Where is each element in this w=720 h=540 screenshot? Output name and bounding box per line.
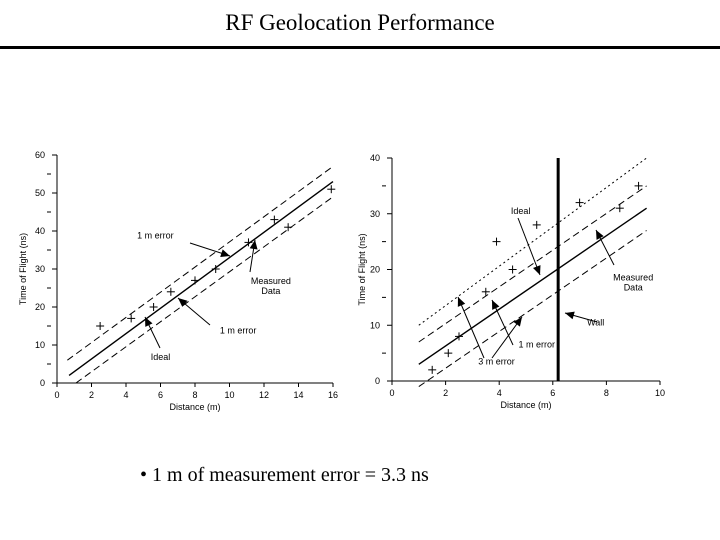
measured-point [166, 287, 175, 296]
measured-point [149, 303, 158, 311]
measured-point [270, 215, 279, 224]
y-axis-label: Time of Flight (ns) [357, 233, 367, 305]
arrow-head [596, 230, 604, 240]
annotation-label: Ideal [151, 352, 171, 362]
arrow-line [457, 296, 485, 359]
y-tick-label: 0 [375, 376, 380, 386]
bullet-symbol: • [140, 464, 148, 486]
measured-point [127, 314, 136, 323]
y-tick-label: 60 [35, 150, 45, 160]
upper-line [418, 185, 647, 343]
ideal-line [68, 181, 334, 376]
x-tick-label: 10 [655, 388, 665, 398]
y-tick-label: 40 [35, 226, 45, 236]
measured-point [634, 181, 643, 190]
x-tick-label: 0 [389, 388, 394, 398]
measured-point [615, 204, 624, 213]
bullet-body: 1 m of measurement error = 3.3 ns [152, 464, 429, 486]
x-axis-label: Distance (m) [169, 402, 220, 412]
measured-point [327, 185, 336, 194]
annotation-label: 1 m error [518, 340, 555, 350]
measured-point [575, 198, 584, 207]
x-tick-label: 2 [443, 388, 448, 398]
arrow-line [517, 217, 541, 276]
x-tick-label: 0 [54, 390, 59, 400]
annotation-label: Ideal [511, 206, 531, 216]
measured-point [284, 223, 293, 232]
arrow-head [565, 311, 575, 320]
bullet-text: • 1 m of measurement error = 3.3 ns [140, 464, 429, 487]
measured-point [191, 276, 199, 285]
annotation-label: Data [261, 286, 280, 296]
y-tick-label: 40 [370, 153, 380, 163]
x-tick-label: 14 [293, 390, 303, 400]
arrow-head [457, 297, 466, 307]
x-tick-label: 10 [224, 390, 234, 400]
ideal-line [418, 207, 647, 365]
annotation-label: 3 m error [478, 356, 515, 366]
x-tick-label: 4 [123, 390, 128, 400]
x-axis-label: Distance (m) [500, 400, 551, 410]
x-tick-label: 6 [550, 388, 555, 398]
x-tick-label: 16 [328, 390, 338, 400]
annotation-label: Data [624, 283, 643, 293]
y-tick-label: 30 [370, 209, 380, 219]
annotation-label: Measured [613, 273, 653, 283]
measured-point [481, 287, 490, 296]
arrow-head [178, 298, 188, 307]
measured-point [244, 238, 253, 247]
3m-upper-line [418, 157, 647, 326]
upper-line [67, 165, 334, 361]
arrow-head [145, 317, 153, 327]
x-tick-label: 8 [604, 388, 609, 398]
lower-line [418, 230, 647, 387]
arrow-head [492, 300, 500, 310]
lower-line [75, 196, 334, 384]
arrow-head [249, 240, 258, 250]
x-tick-label: 8 [192, 390, 197, 400]
y-tick-label: 50 [35, 188, 45, 198]
y-axis-label: Time of Flight (ns) [18, 233, 28, 305]
page-title: RF Geolocation Performance [225, 10, 495, 35]
y-tick-label: 0 [40, 378, 45, 388]
measured-point [532, 220, 541, 229]
measured-point [96, 322, 105, 330]
arrow-head [533, 265, 541, 275]
annotation-label: Wall [587, 317, 604, 327]
x-tick-label: 2 [89, 390, 94, 400]
arrow-head [220, 249, 230, 258]
measured-point [444, 349, 453, 358]
title-divider [0, 46, 720, 49]
y-tick-label: 20 [370, 265, 380, 275]
annotation-label: 1 m error [220, 326, 257, 336]
y-tick-label: 20 [35, 302, 45, 312]
x-tick-label: 6 [158, 390, 163, 400]
measured-point [508, 265, 517, 274]
annotation-label: 1 m error [137, 231, 174, 241]
x-tick-label: 12 [259, 390, 269, 400]
arrow-head [513, 317, 522, 327]
measured-point [455, 332, 463, 341]
y-tick-label: 10 [370, 320, 380, 330]
y-tick-label: 30 [35, 264, 45, 274]
left-chart: 0 2 4 6 8 10 12 14 16 0 10 20 30 40 50 60 Distance (m) Ti… [18, 150, 338, 412]
right-chart: 0 2 4 6 8 10 0 10 20 30 40 Distance (m) Time of Flig… [357, 153, 665, 410]
x-tick-label: 4 [497, 388, 502, 398]
measured-point [211, 265, 220, 273]
annotation-label: Measured [251, 276, 291, 286]
y-tick-label: 10 [35, 340, 45, 350]
measured-point [428, 365, 437, 374]
measured-point [492, 237, 501, 246]
